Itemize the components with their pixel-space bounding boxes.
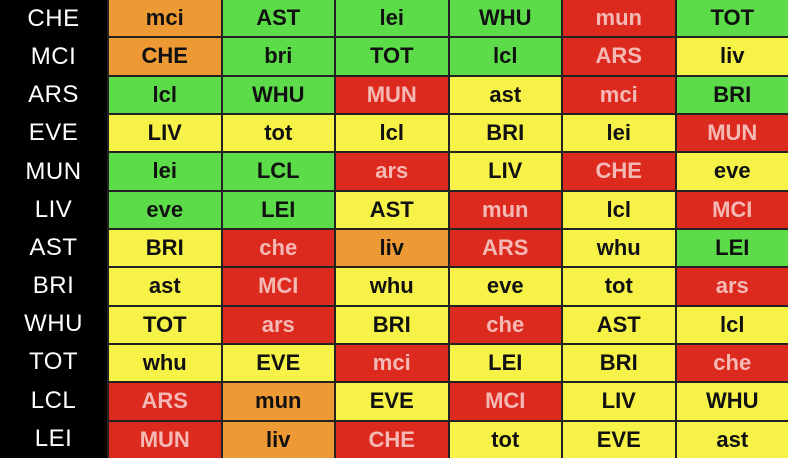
team-label: WHU	[24, 310, 83, 338]
fixture-cell: che	[222, 229, 334, 267]
fixture-cell: MCI	[676, 191, 788, 228]
fixture-cell: ast	[449, 76, 561, 113]
team-label: AST	[29, 233, 78, 261]
team-label: MUN	[25, 157, 82, 185]
fixture-cell: mci	[563, 76, 675, 113]
fixture-cell: eve	[676, 153, 788, 190]
fixture-cell: che	[676, 344, 788, 382]
fixture-cell: lei	[336, 0, 448, 37]
fixture-cell: ARS	[449, 229, 561, 267]
fixture-cell: liv	[336, 229, 448, 267]
fixture-cell: BRI	[449, 114, 561, 152]
fixture-cell: MUN	[336, 76, 448, 113]
fixture-cell: MUN	[109, 421, 221, 458]
fixture-cell: MCI	[449, 383, 561, 420]
fixture-cell: BRI	[109, 229, 221, 267]
fixture-cell: TOT	[676, 0, 788, 37]
fixture-cell: whu	[563, 229, 675, 267]
fixture-cell: lei	[109, 153, 221, 190]
fixture-cell: CHE	[563, 153, 675, 190]
fixture-cell: TOT	[109, 306, 221, 343]
fixture-cell: tot	[222, 114, 334, 152]
team-column: CHE MCI ARS EVE MUN LIV AST BRI WHU TOT LCL LEI	[0, 0, 107, 458]
fixture-cell: LIV	[563, 383, 675, 420]
fixture-cell: ARS	[109, 383, 221, 420]
fixture-cell: TOT	[336, 38, 448, 75]
team-label: TOT	[28, 348, 79, 376]
fixture-cell: lcl	[109, 76, 221, 113]
fixture-cell: WHU	[676, 383, 788, 420]
fixture-cell: mci	[336, 344, 448, 382]
team-label: MCI	[30, 43, 77, 71]
fixture-cell: mun	[449, 191, 561, 228]
team-label: LIV	[34, 195, 73, 223]
fixture-cell: EVE	[563, 421, 675, 458]
fixture-cell: lcl	[563, 191, 675, 228]
fixture-cell: mun	[222, 383, 334, 420]
fixture-cell: CHE	[109, 38, 221, 75]
fixture-cell: ars	[676, 268, 788, 305]
team-label: ARS	[28, 81, 79, 109]
fixture-cell: ars	[222, 306, 334, 343]
fixture-cell: lcl	[676, 306, 788, 343]
fixture-cell: LCL	[222, 153, 334, 190]
team-label: LCL	[30, 386, 77, 414]
team-label: LEI	[34, 424, 73, 452]
fixture-cell: whu	[336, 268, 448, 305]
fixture-cell: lcl	[449, 38, 561, 75]
fixture-cell: ars	[336, 153, 448, 190]
fixture-cell: WHU	[449, 0, 561, 37]
fixture-cell: WHU	[222, 76, 334, 113]
fixture-cell: mci	[109, 0, 221, 37]
fixture-cell: bri	[222, 38, 334, 75]
fixture-cell: AST	[563, 306, 675, 343]
fixture-cell: liv	[222, 421, 334, 458]
fixture-cell: liv	[676, 38, 788, 75]
fixture-cell: LEI	[676, 229, 788, 267]
fixture-cell: ast	[676, 421, 788, 458]
fixture-cell: BRI	[563, 344, 675, 382]
fixture-cell: mun	[563, 0, 675, 37]
fixture-cell: EVE	[336, 383, 448, 420]
team-label: BRI	[32, 272, 75, 300]
fixture-cell: LEI	[222, 191, 334, 228]
fixture-cell: lei	[563, 114, 675, 152]
fixture-cell: eve	[109, 191, 221, 228]
fixture-cell: AST	[336, 191, 448, 228]
fixture-cell: MCI	[222, 268, 334, 305]
fixture-cell: whu	[109, 344, 221, 382]
fixture-cell: AST	[222, 0, 334, 37]
team-label: EVE	[28, 119, 79, 147]
fixture-cell: che	[449, 306, 561, 343]
fixture-grid: mci AST lei WHU mun TOT CHE bri TOT lcl ARS liv lcl W…	[107, 0, 788, 458]
fixture-cell: eve	[449, 268, 561, 305]
fixture-cell: ast	[109, 268, 221, 305]
fixture-cell: tot	[449, 421, 561, 458]
fixture-cell: lcl	[336, 114, 448, 152]
fixture-cell: LIV	[109, 114, 221, 152]
fixture-cell: EVE	[222, 344, 334, 382]
fixture-cell: CHE	[336, 421, 448, 458]
fixture-cell: BRI	[676, 76, 788, 113]
team-label: CHE	[27, 5, 80, 32]
fixture-cell: LIV	[449, 153, 561, 190]
fixture-cell: tot	[563, 268, 675, 305]
fixture-cell: MUN	[676, 114, 788, 152]
fixture-cell: ARS	[563, 38, 675, 75]
fixture-cell: LEI	[449, 344, 561, 382]
fixture-cell: BRI	[336, 306, 448, 343]
